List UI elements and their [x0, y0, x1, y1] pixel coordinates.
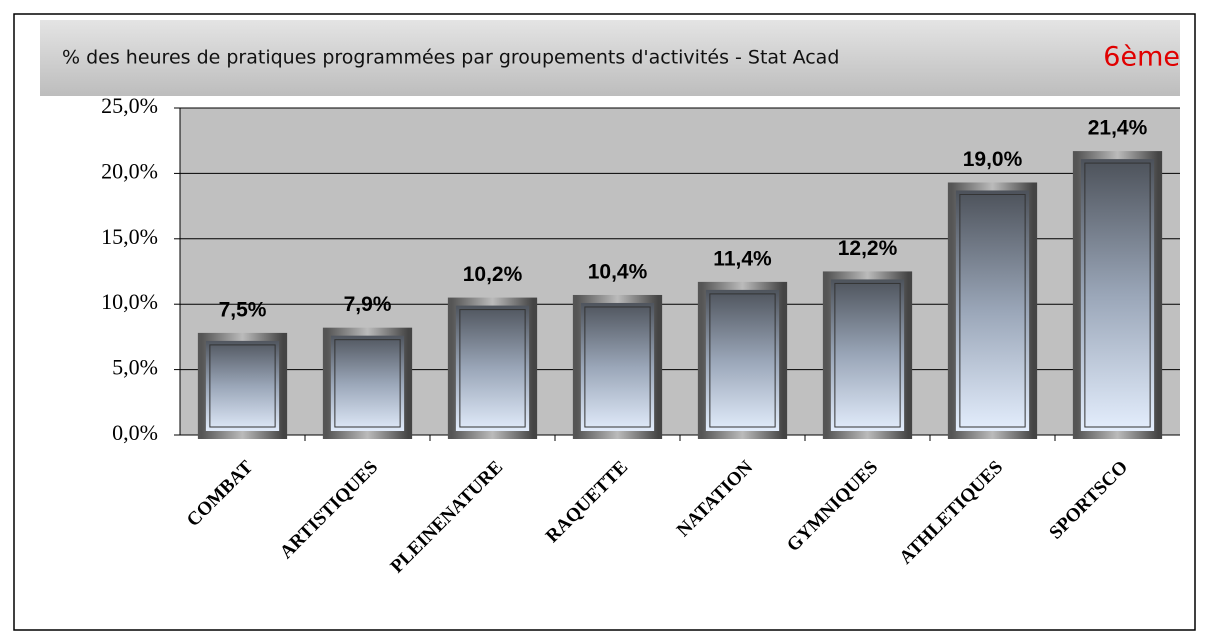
bar-inner [209, 344, 276, 428]
bar-inner [709, 293, 776, 428]
bar-inner [959, 193, 1026, 428]
y-tick-label: 10,0% [101, 289, 158, 314]
y-tick-label: 20,0% [101, 158, 158, 183]
y-tick-label: 5,0% [112, 355, 158, 380]
bar [947, 182, 1038, 439]
chart-title: % des heures de pratiques programmées pa… [62, 47, 839, 69]
y-tick-label: 15,0% [101, 224, 158, 249]
value-label: 10,4% [588, 261, 648, 284]
value-label: 7,9% [344, 293, 392, 316]
bar [322, 327, 413, 439]
bar [697, 281, 788, 439]
bar-inner [1084, 162, 1151, 428]
value-label: 10,2% [463, 263, 523, 286]
chart-subtitle: 6ème [1103, 42, 1180, 73]
y-tick-label: 0,0% [112, 420, 158, 445]
value-label: 21,4% [1088, 117, 1148, 140]
value-label: 12,2% [838, 237, 898, 260]
bar [447, 297, 538, 440]
bar [197, 332, 288, 439]
bar [822, 271, 913, 440]
value-label: 19,0% [963, 148, 1023, 171]
bar-inner [334, 339, 401, 428]
bar-inner [584, 306, 651, 428]
bar-inner [834, 282, 901, 428]
bar-inner [459, 309, 526, 428]
value-label: 7,5% [219, 298, 267, 321]
bar [1072, 151, 1163, 439]
title-banner [40, 20, 1180, 96]
bar [572, 294, 663, 439]
value-label: 11,4% [713, 247, 772, 270]
y-tick-label: 25,0% [101, 93, 158, 118]
